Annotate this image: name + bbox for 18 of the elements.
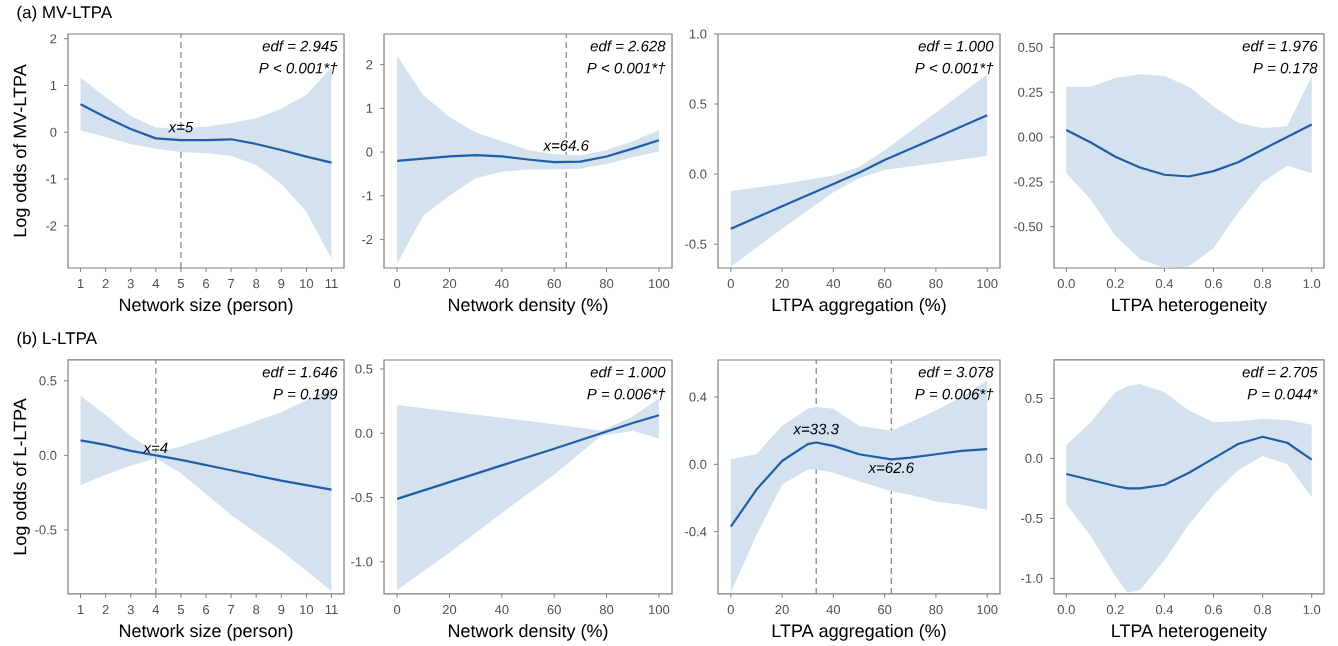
- chart-title: (a) MV-LTPA: [17, 5, 113, 22]
- line-series: [79, 439, 333, 491]
- line-series: [396, 139, 661, 164]
- line-series: [729, 114, 989, 230]
- line-series: [729, 441, 989, 528]
- y-axis-title: Log odds of L-LTPA: [13, 398, 30, 555]
- y-axis-title: Log odds of MV-LTPA: [13, 64, 30, 237]
- x-axis-title: LTPA aggregation (%): [772, 623, 946, 641]
- x-axis-title: LTPA heterogeneity: [1112, 297, 1268, 315]
- chart-title: (b) L-LTPA: [17, 331, 97, 348]
- x-axis-title: Network density (%): [448, 297, 608, 315]
- x-axis-title: Network density (%): [448, 623, 608, 641]
- x-axis-title: Network size (person): [119, 623, 293, 641]
- x-axis-title: Network size (person): [119, 297, 293, 315]
- x-axis-title: LTPA heterogeneity: [1112, 623, 1268, 641]
- line-series: [79, 103, 333, 164]
- line-series: [396, 414, 661, 500]
- x-axis-title: LTPA aggregation (%): [772, 297, 946, 315]
